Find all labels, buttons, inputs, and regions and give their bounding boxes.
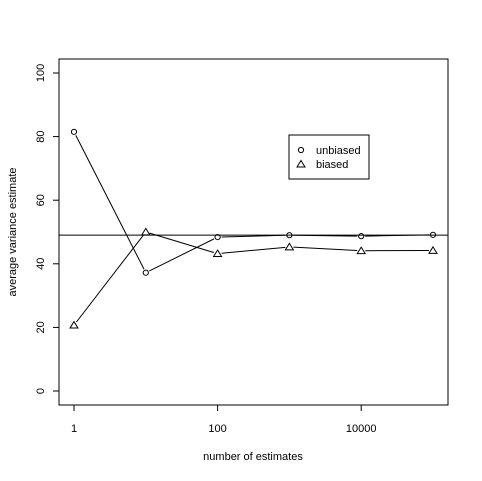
point-unbiased-0 <box>70 128 78 135</box>
point-biased-5 <box>428 245 438 254</box>
segment-biased-1 <box>149 232 214 253</box>
segment-unbiased-0 <box>75 135 145 270</box>
legend-label-unbiased: unbiased <box>316 145 361 157</box>
y-tick-label-20: 20 <box>35 321 47 333</box>
point-biased-2 <box>212 249 223 258</box>
x-axis: 1 100 10000 <box>71 405 377 435</box>
series-layer <box>69 128 438 329</box>
legend-label-biased: biased <box>316 159 348 171</box>
y-tick-label-0: 0 <box>35 388 47 394</box>
y-axis-label: average variance estimate <box>7 167 19 296</box>
x-tick-label-100: 100 <box>208 423 226 435</box>
point-unbiased-1 <box>142 269 149 276</box>
legend-marker-biased <box>296 159 306 168</box>
segment-unbiased-1 <box>149 238 215 272</box>
legend-marker-unbiased <box>297 146 305 154</box>
point-biased-4 <box>356 246 367 255</box>
plot-frame <box>58 58 449 406</box>
segment-biased-3 <box>293 246 358 252</box>
segment-biased-0 <box>76 234 144 323</box>
y-tick-label-40: 40 <box>35 258 47 270</box>
segment-unbiased-3 <box>293 234 358 237</box>
x-tick-label-1: 1 <box>71 423 77 435</box>
point-unbiased-3 <box>286 232 293 239</box>
point-unbiased-4 <box>358 233 365 240</box>
series-unbiased <box>70 128 437 276</box>
x-tick-label-10000: 10000 <box>346 423 377 435</box>
y-axis: 0 20 40 60 80 100 <box>35 64 59 394</box>
series-biased <box>69 227 438 329</box>
segment-biased-2 <box>221 246 286 254</box>
y-tick-label-80: 80 <box>35 130 47 142</box>
x-axis-label: number of estimates <box>203 451 303 463</box>
segment-unbiased-4 <box>365 234 430 237</box>
point-unbiased-5 <box>429 231 437 238</box>
segment-unbiased-2 <box>221 234 286 238</box>
point-biased-3 <box>284 242 295 251</box>
point-biased-1 <box>140 227 151 236</box>
y-tick-label-100: 100 <box>35 64 47 82</box>
point-unbiased-2 <box>214 233 221 241</box>
legend-box <box>288 134 370 180</box>
point-biased-0 <box>69 320 79 329</box>
legend: unbiased biased <box>288 134 370 180</box>
y-tick-label-60: 60 <box>35 194 47 206</box>
